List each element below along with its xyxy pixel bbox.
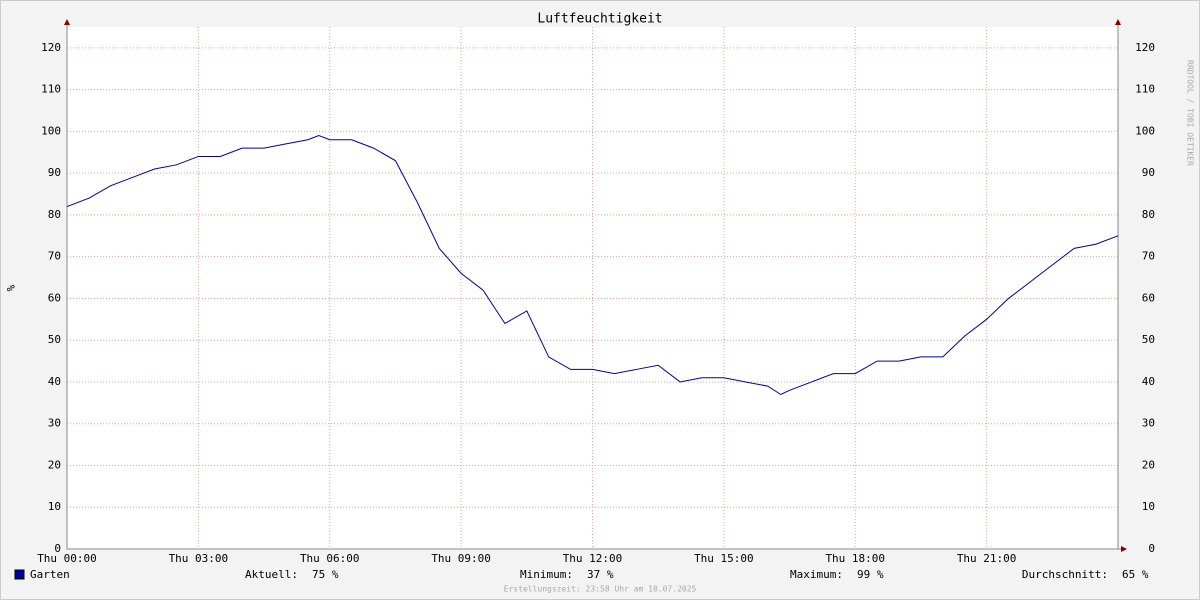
y-tick-label: 30 (48, 417, 61, 430)
stat-value: 65 % (1122, 568, 1149, 581)
footer: Erstellungszeit: 23:58 Uhr am 10.07.2025 (504, 585, 697, 594)
x-tick-label: Thu 18:00 (825, 552, 885, 565)
y-tick-label: 50 (48, 333, 61, 346)
watermark: RRDTOOL / TOBI OETIKER (1186, 60, 1195, 166)
y-tick-label: 110 (41, 83, 61, 96)
arrow (1115, 19, 1121, 25)
stat-label: Minimum: (520, 568, 573, 581)
y-tick-label: 0 (54, 542, 61, 555)
x-tick-label: Thu 21:00 (957, 552, 1017, 565)
y-tick-label-right: 100 (1135, 124, 1155, 137)
legend-label: Garten (30, 568, 70, 581)
stat-label: Maximum: (790, 568, 843, 581)
y-tick-label-right: 90 (1142, 166, 1155, 179)
x-tick-label: Thu 09:00 (431, 552, 491, 565)
y-tick-label-right: 20 (1142, 458, 1155, 471)
y-tick-label-right: 70 (1142, 250, 1155, 263)
stat-value: 75 % (312, 568, 339, 581)
x-tick-label: Thu 06:00 (300, 552, 360, 565)
y-tick-label-right: 30 (1142, 417, 1155, 430)
y-tick-label-right: 50 (1142, 333, 1155, 346)
y-axis-label: % (4, 285, 17, 292)
y-tick-label-right: 40 (1142, 375, 1155, 388)
x-tick-label: Thu 15:00 (694, 552, 754, 565)
y-tick-label-right: 10 (1142, 500, 1155, 513)
y-tick-label: 40 (48, 375, 61, 388)
stat-label: Durchschnitt: (1022, 568, 1108, 581)
y-tick-label-right: 120 (1135, 41, 1155, 54)
y-tick-label: 10 (48, 500, 61, 513)
y-tick-label: 120 (41, 41, 61, 54)
y-tick-label: 70 (48, 250, 61, 263)
arrow (1121, 546, 1127, 552)
stat-label: Aktuell: (245, 568, 298, 581)
arrow (64, 19, 70, 25)
y-tick-label: 100 (41, 124, 61, 137)
y-tick-label: 80 (48, 208, 61, 221)
stat-value: 99 % (857, 568, 884, 581)
legend-swatch (14, 569, 25, 580)
y-tick-label-right: 110 (1135, 83, 1155, 96)
stat-value: 37 % (587, 568, 614, 581)
x-tick-label: Thu 00:00 (37, 552, 97, 565)
y-tick-label-right: 80 (1142, 208, 1155, 221)
chart-title: Luftfeuchtigkeit (537, 12, 662, 27)
y-tick-label: 60 (48, 291, 61, 304)
y-tick-label: 20 (48, 458, 61, 471)
x-tick-label: Thu 12:00 (563, 552, 623, 565)
x-tick-label: Thu 03:00 (169, 552, 229, 565)
y-tick-label: 90 (48, 166, 61, 179)
y-tick-label-right: 60 (1142, 291, 1155, 304)
series-line (66, 135, 1119, 396)
y-tick-label-right: 0 (1148, 542, 1155, 555)
